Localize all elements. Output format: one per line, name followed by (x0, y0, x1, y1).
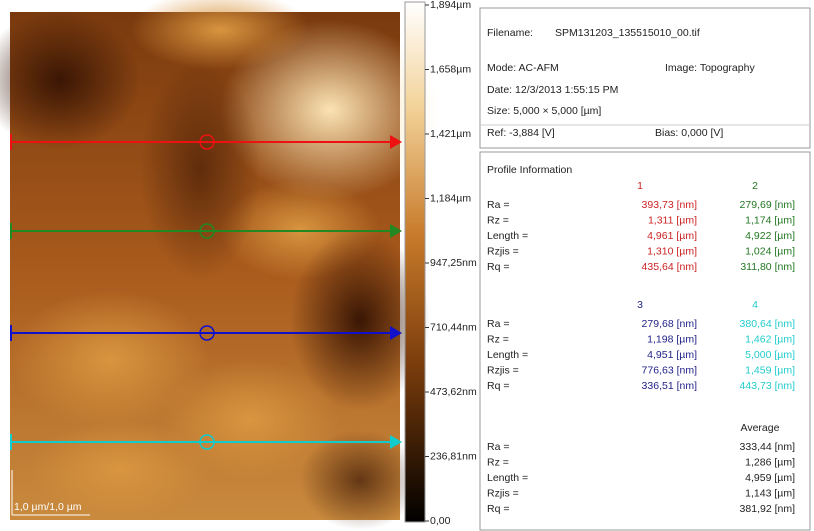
metric-label: Rz = (487, 456, 509, 468)
metric-label: Rq = (487, 503, 509, 515)
metric-label: Rz = (487, 214, 509, 226)
column-header: 3 (637, 299, 643, 311)
metric-value: 443,73 [nm] (740, 380, 796, 392)
metric-label: Length = (487, 230, 528, 242)
metric-label: Rq = (487, 380, 509, 392)
metric-value: 380,64 [nm] (740, 318, 796, 330)
metric-value: 1,311 [µm] (648, 214, 697, 226)
metric-value: 4,922 [µm] (745, 230, 795, 242)
column-header: 2 (752, 180, 758, 192)
metric-value: 4,951 [µm] (647, 349, 697, 361)
profile-title: Profile Information (487, 164, 572, 176)
metric-value: 336,51 [nm] (642, 380, 698, 392)
metric-value: 1,174 [µm] (745, 214, 795, 226)
metric-value: 381,92 [nm] (740, 503, 796, 515)
metric-value: 311,80 [nm] (740, 261, 795, 273)
column-header: Average (741, 422, 780, 434)
metric-label: Rzjis = (487, 245, 519, 257)
column-header: 1 (637, 180, 643, 192)
metric-label: Ra = (487, 441, 509, 453)
colorbar-label: 1,421µm (430, 128, 471, 140)
info-filename: SPM131203_135515010_00.tif (555, 27, 700, 39)
metric-value: 776,63 [nm] (642, 364, 698, 376)
metric-value: 1,462 [µm] (745, 333, 795, 345)
info-mode: Mode: AC-AFM (487, 62, 559, 74)
metric-value: 1,286 [µm] (745, 456, 795, 468)
colorbar-label: 473,62nm (430, 386, 477, 398)
metric-value: 1,459 [µm] (745, 364, 795, 376)
afm-image (0, 0, 440, 530)
metric-value: 1,310 [µm] (647, 245, 697, 257)
metric-label: Ra = (487, 199, 509, 211)
metric-label: Length = (487, 349, 528, 361)
colorbar (405, 2, 425, 522)
info-filename-label: Filename: (487, 27, 533, 39)
info-ref: Ref: -3,884 [V] (487, 127, 555, 139)
colorbar-label: 236,81nm (430, 450, 477, 462)
metric-label: Rzjis = (487, 487, 519, 499)
scale-bar-label: 1,0 µm/1,0 µm (14, 501, 82, 513)
screen: 1,0 µm/1,0 µm 1,894µm 1,658µm 1,421µm 1,184µ… (0, 0, 814, 531)
metric-value: 435,64 [nm] (642, 261, 698, 273)
info-image: Image: Topography (665, 62, 755, 74)
metric-value: 1,143 [µm] (745, 487, 795, 499)
metric-value: 1,198 [µm] (647, 333, 697, 345)
info-bias: Bias: 0,000 [V] (655, 127, 723, 139)
metric-label: Rq = (487, 261, 509, 273)
metric-label: Length = (487, 472, 528, 484)
colorbar-label: 1,894µm (430, 0, 471, 11)
colorbar-label: 0,00 (430, 515, 451, 527)
colorbar-label: 710,44nm (430, 321, 477, 333)
column-header: 4 (752, 299, 758, 311)
metric-value: 333,44 [nm] (740, 441, 796, 453)
metric-label: Rzjis = (487, 364, 519, 376)
metric-label: Rz = (487, 333, 509, 345)
colorbar-label: 1,184µm (430, 192, 471, 204)
info-size: Size: 5,000 × 5,000 [µm] (487, 105, 601, 117)
metric-value: 393,73 [nm] (642, 199, 698, 211)
metric-value: 5,000 [µm] (745, 349, 795, 361)
colorbar-label: 1,658µm (430, 63, 471, 75)
colorbar-label: 947,25nm (430, 257, 477, 269)
page: {"image": {"scale_bar": "1,0 µm/1,0 µm",… (0, 0, 814, 531)
metric-value: 279,68 [nm] (642, 318, 698, 330)
metric-value: 279,69 [nm] (740, 199, 796, 211)
metric-value: 1,024 [µm] (745, 245, 795, 257)
metric-value: 4,961 [µm] (647, 230, 697, 242)
metric-value: 4,959 [µm] (745, 472, 795, 484)
metric-label: Ra = (487, 318, 509, 330)
info-date: Date: 12/3/2013 1:55:15 PM (487, 84, 618, 96)
